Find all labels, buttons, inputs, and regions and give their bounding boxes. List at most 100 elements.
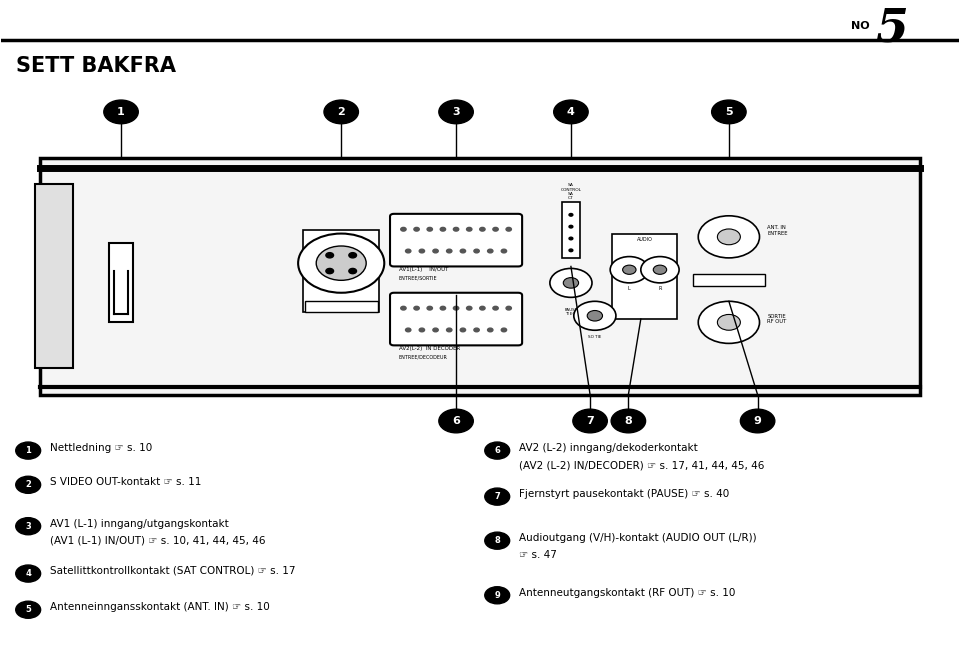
Circle shape [488,328,492,332]
Circle shape [460,249,466,253]
Text: 1: 1 [25,446,31,455]
Text: SORTIE
RF OUT: SORTIE RF OUT [767,314,786,324]
Text: 8: 8 [494,536,500,545]
FancyBboxPatch shape [303,230,379,312]
Circle shape [441,227,445,231]
FancyBboxPatch shape [692,274,765,286]
FancyBboxPatch shape [563,202,580,258]
Circle shape [506,227,512,231]
Text: AV2(L-2)  IN DECODER: AV2(L-2) IN DECODER [398,346,460,351]
Circle shape [348,253,356,258]
Text: 9: 9 [754,416,761,426]
Text: ANTENNE: ANTENNE [716,278,741,283]
Text: R: R [659,286,661,291]
FancyBboxPatch shape [35,184,73,369]
Circle shape [405,249,411,253]
Text: Nettledning ☞ s. 10: Nettledning ☞ s. 10 [50,443,153,453]
Circle shape [453,227,459,231]
Text: 5: 5 [725,107,732,117]
Text: AUDIO: AUDIO [636,237,653,242]
Circle shape [325,253,333,258]
Circle shape [623,265,636,274]
Text: 4: 4 [567,107,575,117]
Circle shape [569,237,573,240]
Circle shape [414,306,420,310]
FancyBboxPatch shape [390,293,522,345]
Circle shape [15,518,40,535]
Circle shape [717,314,740,330]
Circle shape [488,249,492,253]
Circle shape [506,306,512,310]
Circle shape [698,301,759,343]
Circle shape [569,213,573,216]
Text: ANT. IN
ENTREE: ANT. IN ENTREE [767,225,787,235]
Circle shape [569,249,573,252]
Text: AV2 (L-2) inngang/dekoderkontakt: AV2 (L-2) inngang/dekoderkontakt [519,443,698,453]
Circle shape [474,249,479,253]
Circle shape [480,306,485,310]
Text: L: L [628,286,631,291]
Circle shape [574,301,616,330]
Circle shape [492,306,498,310]
Circle shape [474,328,479,332]
Circle shape [348,268,356,274]
Circle shape [554,100,588,124]
Text: AV1 (L-1) inngang/utgangskontakt: AV1 (L-1) inngang/utgangskontakt [50,518,228,529]
Text: S VIDEO: S VIDEO [330,304,352,309]
Circle shape [641,257,679,283]
Text: 3: 3 [452,107,460,117]
Text: 6: 6 [452,416,460,426]
Text: NO: NO [852,21,870,31]
Text: 9: 9 [494,591,500,600]
Circle shape [711,100,746,124]
Text: Antenneutgangskontakt (RF OUT) ☞ s. 10: Antenneutgangskontakt (RF OUT) ☞ s. 10 [519,587,735,597]
Text: 8: 8 [625,416,633,426]
Circle shape [717,229,740,245]
Circle shape [446,328,452,332]
Text: SO TIE: SO TIE [588,335,602,339]
Circle shape [501,328,507,332]
Circle shape [324,100,358,124]
Circle shape [15,442,40,459]
Circle shape [427,306,432,310]
Circle shape [573,409,608,433]
Circle shape [485,587,510,604]
Circle shape [405,328,411,332]
Text: 7: 7 [587,416,594,426]
Text: 3: 3 [25,522,31,531]
Circle shape [433,328,438,332]
Circle shape [420,249,424,253]
Text: 1: 1 [117,107,125,117]
Text: Antenneinngansskontakt (ANT. IN) ☞ s. 10: Antenneinngansskontakt (ANT. IN) ☞ s. 10 [50,602,270,612]
Text: SETT BAKFRA: SETT BAKFRA [15,56,176,76]
Circle shape [467,227,472,231]
Circle shape [588,310,603,321]
Circle shape [564,278,579,288]
Circle shape [427,227,432,231]
Circle shape [439,409,473,433]
Circle shape [15,565,40,582]
Circle shape [400,227,406,231]
Text: ENTREE/DECODEUR: ENTREE/DECODEUR [398,355,447,359]
Text: ENTREE/SORTIE: ENTREE/SORTIE [398,276,437,281]
Circle shape [501,249,507,253]
Text: 6: 6 [494,446,500,455]
Circle shape [325,268,333,274]
Text: Satellittkontrollkontakt (SAT CONTROL) ☞ s. 17: Satellittkontrollkontakt (SAT CONTROL) ☞… [50,566,296,576]
Circle shape [460,328,466,332]
Text: 5: 5 [876,5,908,52]
Circle shape [299,233,384,293]
Text: 4: 4 [25,569,31,578]
Text: PAUSE
TI EC.: PAUSE TI EC. [564,308,578,316]
Circle shape [740,409,775,433]
FancyBboxPatch shape [109,244,133,322]
Text: 2: 2 [337,107,345,117]
Circle shape [569,225,573,228]
Circle shape [446,249,452,253]
Circle shape [492,227,498,231]
Circle shape [653,265,666,274]
Circle shape [485,488,510,505]
Circle shape [550,268,592,297]
Circle shape [400,306,406,310]
Circle shape [439,100,473,124]
